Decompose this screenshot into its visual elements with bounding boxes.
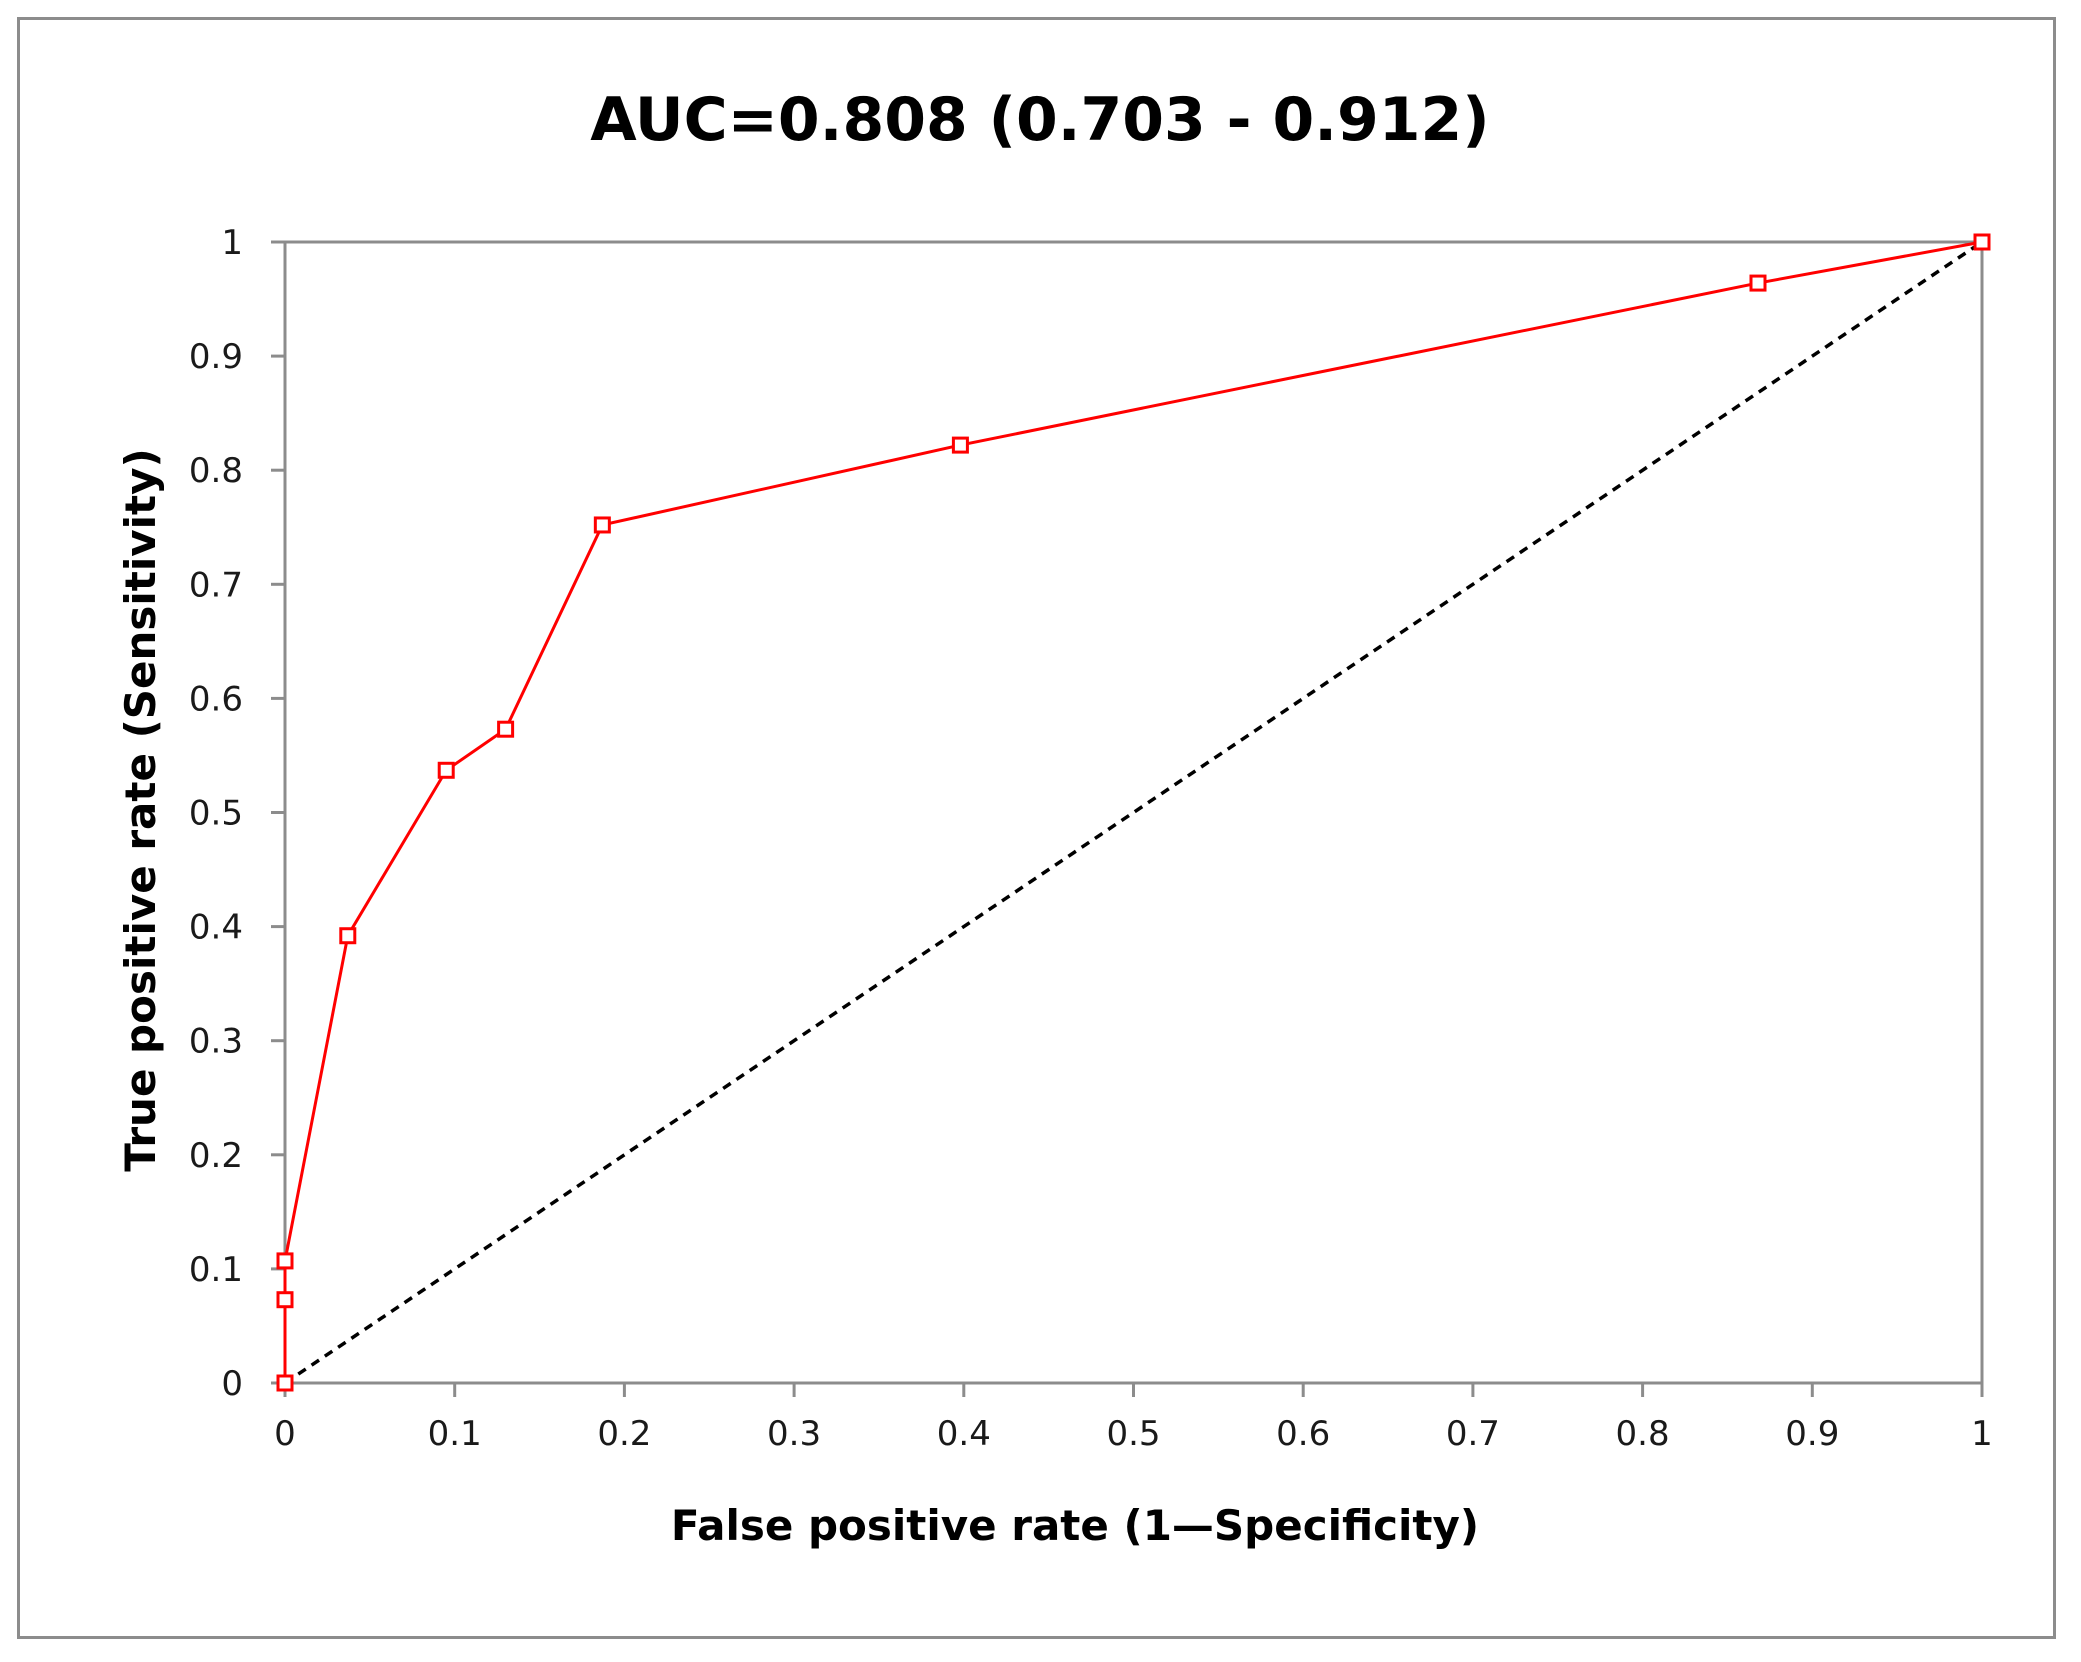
- y-tick-label: 0.2: [189, 1136, 243, 1176]
- x-tick-label: 0.9: [1785, 1414, 1839, 1454]
- y-tick-label: 0.7: [189, 565, 243, 605]
- x-tick-label: 1: [1971, 1414, 1993, 1454]
- roc-point: [1973, 233, 1991, 251]
- roc-point: [276, 1291, 294, 1309]
- x-tick-label: 0: [274, 1414, 296, 1454]
- reference-line: [284, 240, 1983, 1385]
- roc-point: [276, 1252, 294, 1270]
- roc-point: [276, 1374, 294, 1392]
- y-tick-label: 0.6: [189, 679, 243, 719]
- y-tick-label: 0.1: [189, 1250, 243, 1290]
- chart-frame: [17, 17, 2056, 1639]
- roc-point: [437, 761, 455, 779]
- x-tick-label: 0.2: [597, 1414, 651, 1454]
- x-tick-label: 0.6: [1276, 1414, 1330, 1454]
- roc-curve-line: [283, 240, 1983, 1383]
- roc-point: [339, 927, 357, 945]
- x-tick-label: 0.8: [1616, 1414, 1670, 1454]
- roc-point: [593, 516, 611, 534]
- x-tick-label: 0.1: [428, 1414, 482, 1454]
- roc-point: [951, 436, 969, 454]
- y-tick-label: 0.8: [189, 451, 243, 491]
- y-tick-label: 1: [221, 223, 243, 263]
- x-tick-label: 0.5: [1106, 1414, 1160, 1454]
- chart-title: AUC=0.808 (0.703 - 0.912): [590, 85, 1489, 155]
- y-tick-label: 0.4: [189, 908, 243, 948]
- x-tick-label: 0.7: [1446, 1414, 1500, 1454]
- y-tick-label: 0: [221, 1364, 243, 1404]
- roc-point: [497, 720, 515, 738]
- y-tick-label: 0.5: [189, 794, 243, 834]
- x-axis-title: False positive rate (1—Specificity): [671, 1501, 1479, 1550]
- x-tick-label: 0.4: [937, 1414, 991, 1454]
- y-tick-label: 0.9: [189, 337, 243, 377]
- x-tick-label: 0.3: [767, 1414, 821, 1454]
- y-axis-title: True positive rate (Sensitivity): [116, 448, 165, 1171]
- plot-area: 0 0.1 0.2 0.3 0.4 0.5 0.6 0.7 0.8 0.9 1 0 0.1 0.2 0.3 0…: [189, 223, 1993, 1454]
- roc-point: [1749, 274, 1767, 292]
- y-tick-label: 0.3: [189, 1022, 243, 1062]
